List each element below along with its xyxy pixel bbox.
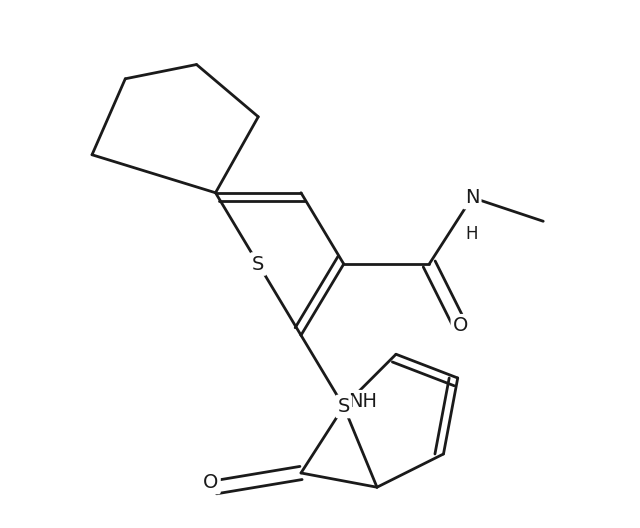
Text: O: O: [453, 316, 468, 335]
Text: S: S: [252, 254, 264, 274]
Text: S: S: [337, 397, 350, 416]
Text: NH: NH: [348, 392, 377, 411]
Text: O: O: [203, 473, 218, 492]
Text: H: H: [466, 224, 478, 242]
Text: N: N: [465, 188, 479, 207]
